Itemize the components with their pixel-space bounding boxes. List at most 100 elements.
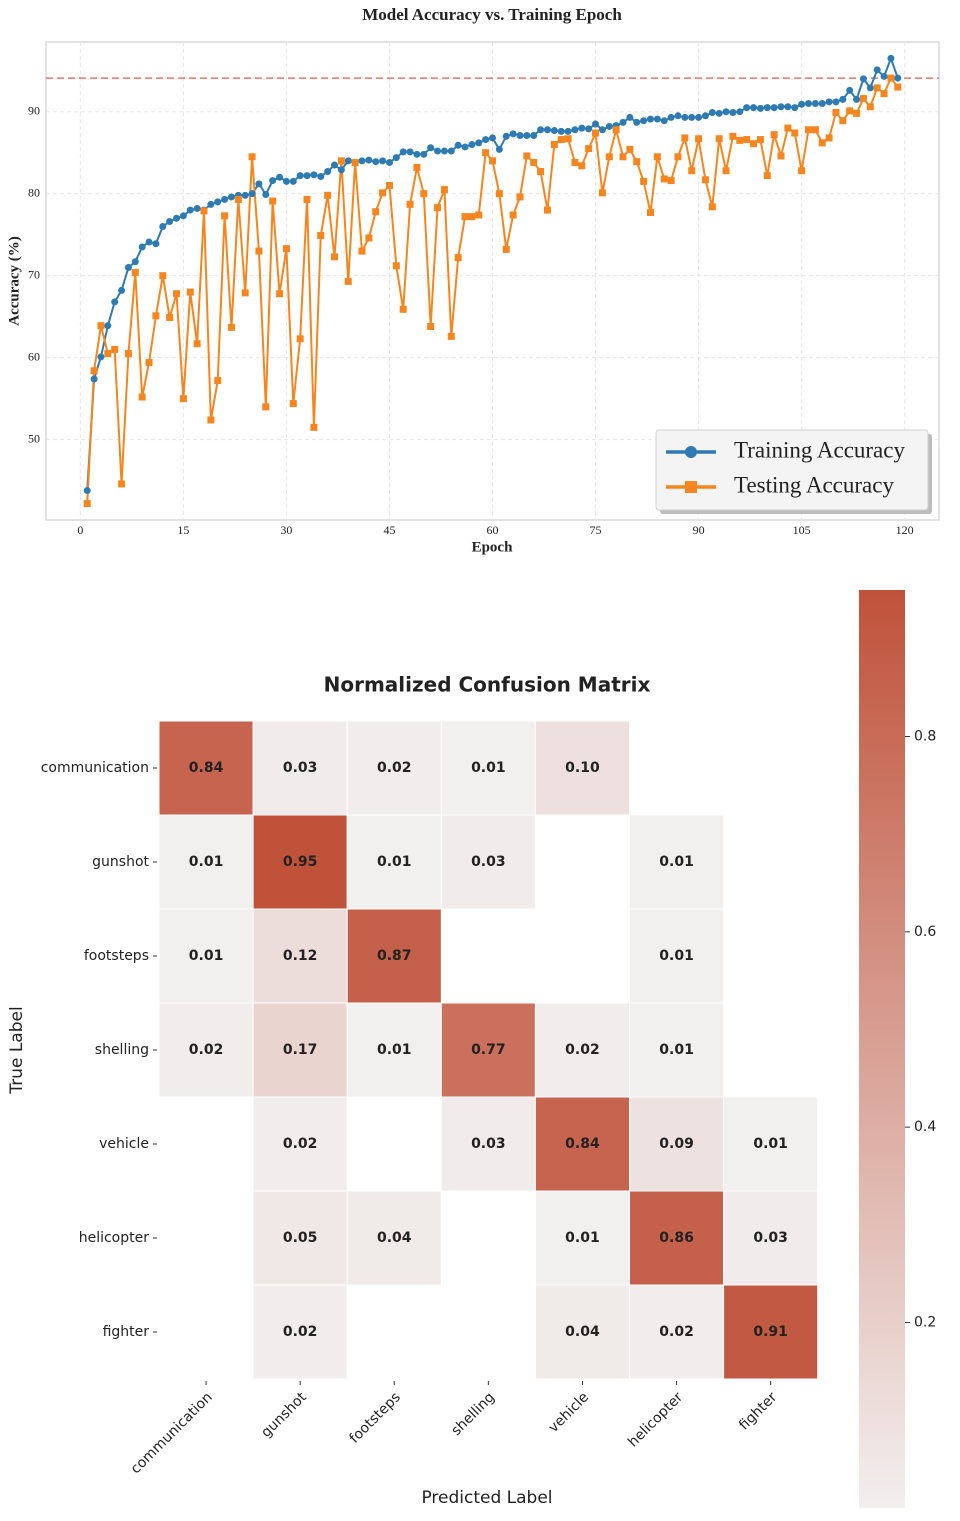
cell-label: 0.04 <box>565 1324 600 1340</box>
marker <box>461 213 469 221</box>
cell-label: 0.02 <box>659 1324 694 1340</box>
marker <box>564 135 572 143</box>
cell-label: 0.17 <box>283 1042 318 1058</box>
marker <box>578 162 586 170</box>
marker <box>227 323 235 331</box>
cell-label: 0.01 <box>189 948 224 964</box>
marker <box>427 323 435 331</box>
cell-label: 0.03 <box>471 1136 506 1152</box>
heatmap-cell <box>629 1096 725 1192</box>
marker <box>729 109 737 117</box>
marker <box>289 177 297 185</box>
marker <box>372 158 380 166</box>
heatmap-cell <box>346 1190 442 1286</box>
marker <box>379 157 387 165</box>
heatmap-cell <box>252 1284 348 1380</box>
marker <box>241 191 249 199</box>
marker <box>173 290 181 298</box>
marker <box>200 207 208 215</box>
y-tick-label: shelling <box>95 1042 149 1058</box>
marker <box>145 359 153 367</box>
marker <box>111 298 119 306</box>
marker <box>104 350 112 358</box>
cell-label: 0.01 <box>471 760 506 776</box>
marker <box>715 135 723 143</box>
marker <box>839 95 847 103</box>
marker <box>186 288 194 296</box>
marker <box>894 83 902 91</box>
marker <box>138 243 146 251</box>
marker <box>406 148 414 156</box>
marker <box>124 350 132 358</box>
heatmap-cell <box>252 720 348 816</box>
cell-label: 0.01 <box>565 1230 600 1246</box>
marker <box>468 213 476 221</box>
marker <box>365 234 373 242</box>
marker <box>853 95 861 103</box>
marker <box>269 177 277 185</box>
cell-label: 0.02 <box>283 1324 318 1340</box>
marker <box>454 141 462 149</box>
colorbar-tick-label: 0.2 <box>914 1314 936 1330</box>
marker <box>97 353 105 361</box>
marker <box>83 500 91 508</box>
marker <box>282 177 290 185</box>
x-tick-label: 15 <box>177 523 189 537</box>
marker <box>337 157 345 165</box>
x-tick-label: vehicle <box>546 1389 593 1436</box>
heatmap-cell <box>346 720 442 816</box>
marker <box>866 84 874 92</box>
marker <box>379 189 387 197</box>
marker <box>516 131 524 139</box>
marker <box>853 109 861 117</box>
marker <box>406 200 414 208</box>
marker <box>598 126 606 134</box>
marker <box>825 98 833 106</box>
marker <box>701 176 709 184</box>
marker <box>214 377 222 385</box>
marker <box>104 322 112 330</box>
marker <box>736 108 744 116</box>
colorbar <box>859 590 905 1508</box>
marker <box>832 98 840 106</box>
y-axis-label: Accuracy (%) <box>6 236 22 326</box>
marker <box>550 127 558 135</box>
chart-title: Model Accuracy vs. Training Epoch <box>362 5 622 24</box>
marker <box>750 140 758 148</box>
marker <box>248 190 256 198</box>
marker <box>344 157 352 165</box>
cell-label: 0.12 <box>283 948 318 964</box>
marker <box>344 277 352 285</box>
marker <box>207 200 215 208</box>
marker <box>701 112 709 120</box>
marker <box>887 74 895 82</box>
marker <box>358 247 366 255</box>
marker <box>310 423 318 431</box>
heatmap-cell <box>158 720 254 816</box>
marker <box>434 147 442 155</box>
heatmap-cell <box>158 1002 254 1098</box>
marker <box>276 173 284 181</box>
marker <box>207 416 215 424</box>
marker <box>825 134 833 142</box>
marker <box>440 186 448 194</box>
heatmap-cell <box>252 814 348 910</box>
cell-label: 0.03 <box>471 854 506 870</box>
heatmap-cell <box>346 814 442 910</box>
heatmap-cell <box>723 1284 819 1380</box>
marker <box>750 104 758 112</box>
marker <box>695 135 703 143</box>
marker <box>461 143 469 151</box>
marker <box>685 481 697 493</box>
marker <box>626 145 634 153</box>
marker <box>798 167 806 175</box>
marker <box>509 130 517 138</box>
marker <box>543 206 551 214</box>
cell-label: 0.86 <box>659 1230 694 1246</box>
marker <box>777 152 785 160</box>
marker <box>784 103 792 111</box>
marker <box>317 172 325 180</box>
x-tick-label: 120 <box>896 523 914 537</box>
marker <box>791 129 799 137</box>
marker <box>385 181 393 189</box>
